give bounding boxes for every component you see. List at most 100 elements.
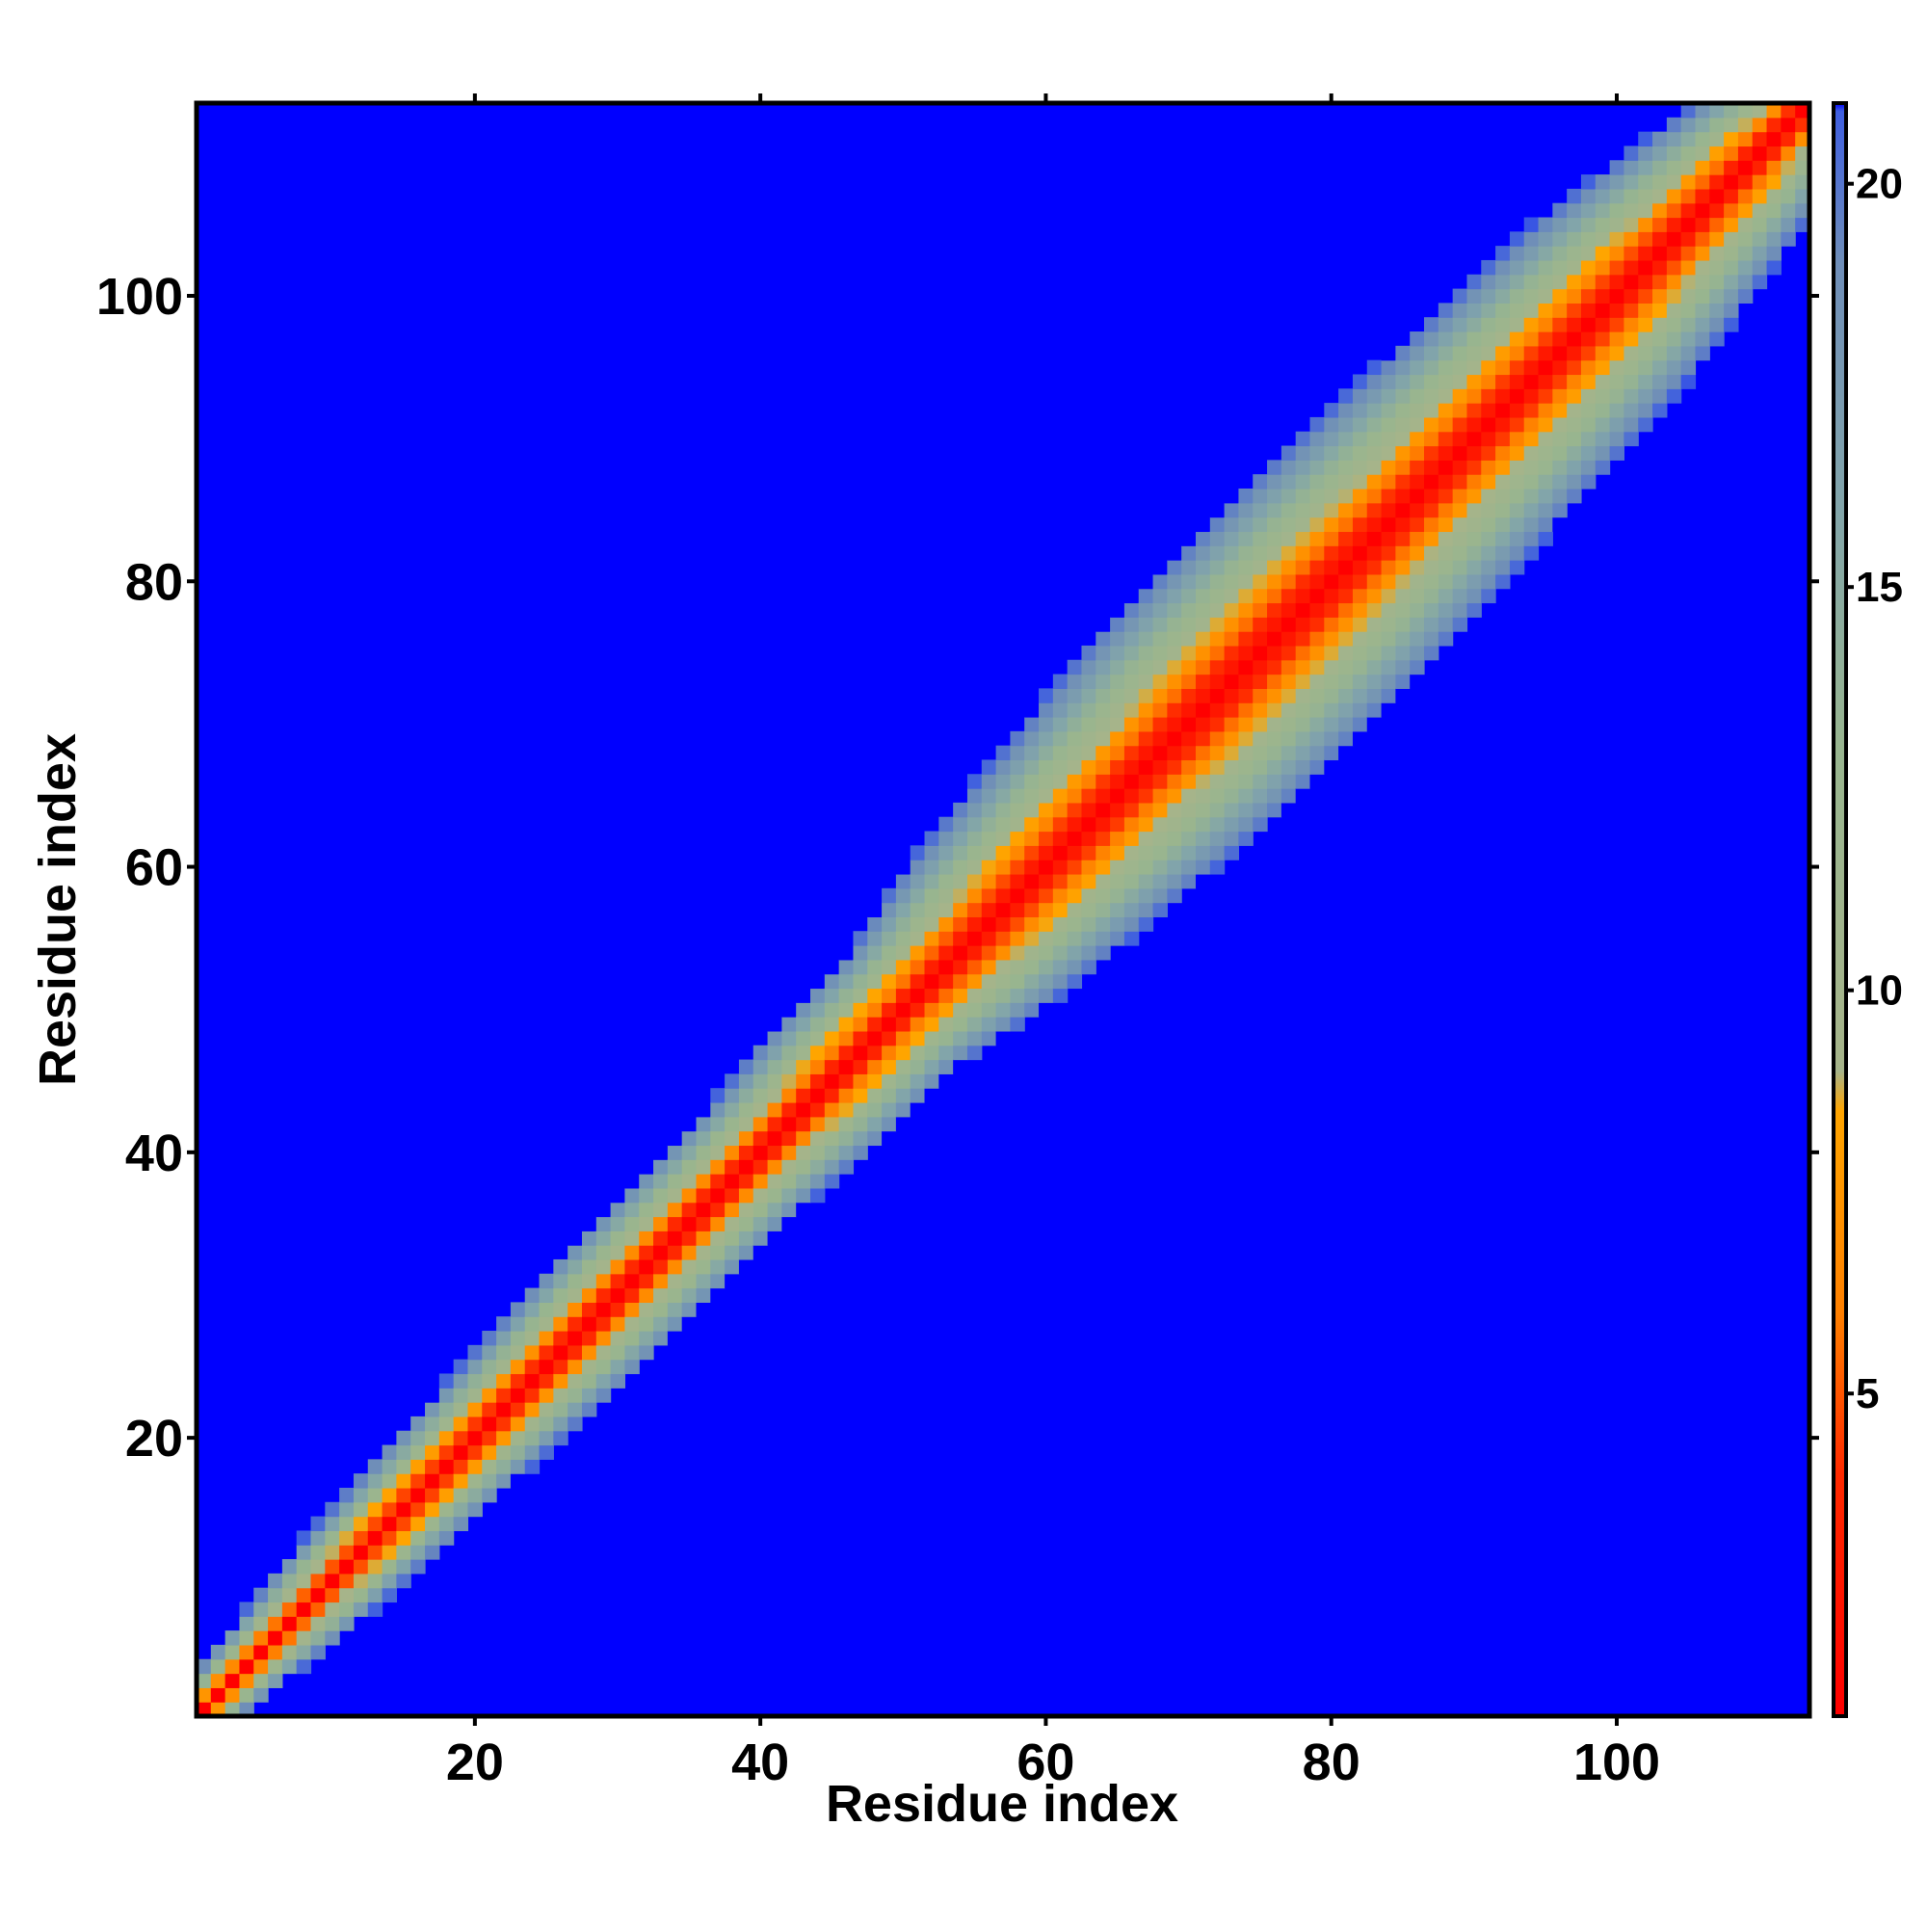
- heatmap-cell: [1224, 831, 1240, 846]
- heatmap-cell: [1666, 117, 1682, 133]
- heatmap-cell: [1123, 774, 1140, 789]
- heatmap-cell: [1039, 988, 1054, 1003]
- heatmap-cell: [725, 1088, 740, 1103]
- heatmap-cell: [867, 902, 883, 917]
- heatmap-cell: [1609, 231, 1625, 247]
- heatmap-cell: [1295, 474, 1311, 490]
- heatmap-cell: [1538, 416, 1553, 433]
- heatmap-cell: [1052, 916, 1069, 932]
- heatmap-cell: [1338, 659, 1354, 675]
- heatmap-cell: [325, 1516, 340, 1532]
- heatmap-cell: [1338, 702, 1354, 718]
- heatmap-cell: [1338, 730, 1354, 747]
- heatmap-cell: [1595, 217, 1611, 232]
- heatmap-cell: [1466, 431, 1482, 447]
- heatmap-cell: [1152, 688, 1168, 703]
- heatmap-cell: [1638, 188, 1653, 204]
- heatmap-cell: [1295, 588, 1311, 604]
- heatmap-cell: [853, 1116, 868, 1132]
- heatmap-cell: [1623, 246, 1639, 261]
- heatmap-cell: [1095, 745, 1111, 761]
- heatmap-cell: [1495, 274, 1511, 290]
- heatmap-cell: [882, 1073, 897, 1089]
- heatmap-cell: [696, 1187, 711, 1204]
- heatmap-cell: [1652, 274, 1668, 290]
- heatmap-cell: [853, 1145, 868, 1160]
- heatmap-cell: [510, 1316, 526, 1332]
- heatmap-cell: [767, 1174, 782, 1189]
- heatmap-cell: [1195, 617, 1211, 632]
- heatmap-cell: [867, 1017, 883, 1032]
- heatmap-cell: [539, 1316, 554, 1332]
- heatmap-cell: [1295, 688, 1311, 703]
- heatmap-cell: [1395, 374, 1411, 389]
- heatmap-cell: [281, 1601, 298, 1617]
- heatmap-cell: [425, 1545, 440, 1560]
- heatmap-cell: [1123, 674, 1140, 689]
- heatmap-cell: [1224, 674, 1240, 689]
- heatmap-cell: [1509, 231, 1525, 247]
- heatmap-cell: [1138, 730, 1154, 747]
- heatmap-cell: [696, 1231, 711, 1246]
- heatmap-cell: [367, 1487, 383, 1503]
- heatmap-cell: [895, 916, 911, 932]
- heatmap-cell: [339, 1487, 355, 1503]
- heatmap-cell: [781, 1059, 797, 1074]
- heatmap-cell: [1338, 645, 1354, 661]
- heatmap-cell: [1267, 674, 1282, 689]
- heatmap-cell: [1095, 730, 1111, 747]
- heatmap-cell: [1067, 730, 1083, 747]
- heatmap-cell: [1280, 588, 1297, 604]
- heatmap-cell: [1695, 103, 1710, 119]
- heatmap-cell: [1181, 774, 1197, 789]
- heatmap-cell: [1280, 788, 1297, 804]
- heatmap-cell: [1238, 588, 1254, 604]
- heatmap-cell: [467, 1359, 483, 1375]
- heatmap-cell: [1309, 573, 1325, 590]
- heatmap-cell: [1338, 474, 1354, 490]
- heatmap-cell: [425, 1459, 440, 1474]
- heatmap-cell: [224, 1673, 241, 1688]
- heatmap-cell: [624, 1302, 640, 1317]
- heatmap-cell: [995, 959, 1011, 975]
- heatmap-cell: [1481, 403, 1496, 418]
- heatmap-cell: [438, 1459, 455, 1474]
- heatmap-cell: [1523, 259, 1540, 276]
- heatmap-cell: [1138, 645, 1154, 661]
- heatmap-cell: [1481, 259, 1496, 276]
- heatmap-cell: [1381, 674, 1396, 689]
- heatmap-cell: [1509, 516, 1525, 533]
- heatmap-cell: [1224, 659, 1240, 675]
- heatmap-cell: [1267, 573, 1282, 590]
- heatmap-cell: [1438, 331, 1454, 347]
- heatmap-cell: [1338, 388, 1354, 404]
- heatmap-cell: [1039, 887, 1054, 904]
- heatmap-cell: [1295, 730, 1311, 747]
- heatmap-cell: [1067, 717, 1083, 732]
- heatmap-cell: [1638, 146, 1653, 161]
- heatmap-cell: [1110, 631, 1125, 647]
- heatmap-cell: [1452, 431, 1468, 447]
- heatmap-cell: [1381, 345, 1396, 361]
- heatmap-cell: [1280, 774, 1297, 789]
- heatmap-cell: [867, 1045, 883, 1061]
- heatmap-cell: [1052, 845, 1069, 860]
- heatmap-cell: [824, 1073, 840, 1089]
- heatmap-cell: [553, 1430, 568, 1446]
- heatmap-cell: [595, 1216, 612, 1231]
- heatmap-cell: [1567, 259, 1582, 276]
- heatmap-cell: [1024, 717, 1040, 732]
- heatmap-cell: [1438, 617, 1454, 632]
- heatmap-cell: [568, 1258, 583, 1275]
- heatmap-cell: [1338, 516, 1354, 533]
- heatmap-cell: [725, 1116, 740, 1132]
- heatmap-cell: [524, 1287, 541, 1303]
- heatmap-cell: [1680, 259, 1697, 276]
- heatmap-cell: [1209, 774, 1226, 789]
- heatmap-cell: [1366, 702, 1383, 718]
- heatmap-cell: [1067, 973, 1083, 990]
- heatmap-cell: [1123, 873, 1140, 889]
- heatmap-cell: [1752, 146, 1768, 161]
- heatmap-cell: [1324, 631, 1339, 647]
- heatmap-cell: [1795, 146, 1810, 161]
